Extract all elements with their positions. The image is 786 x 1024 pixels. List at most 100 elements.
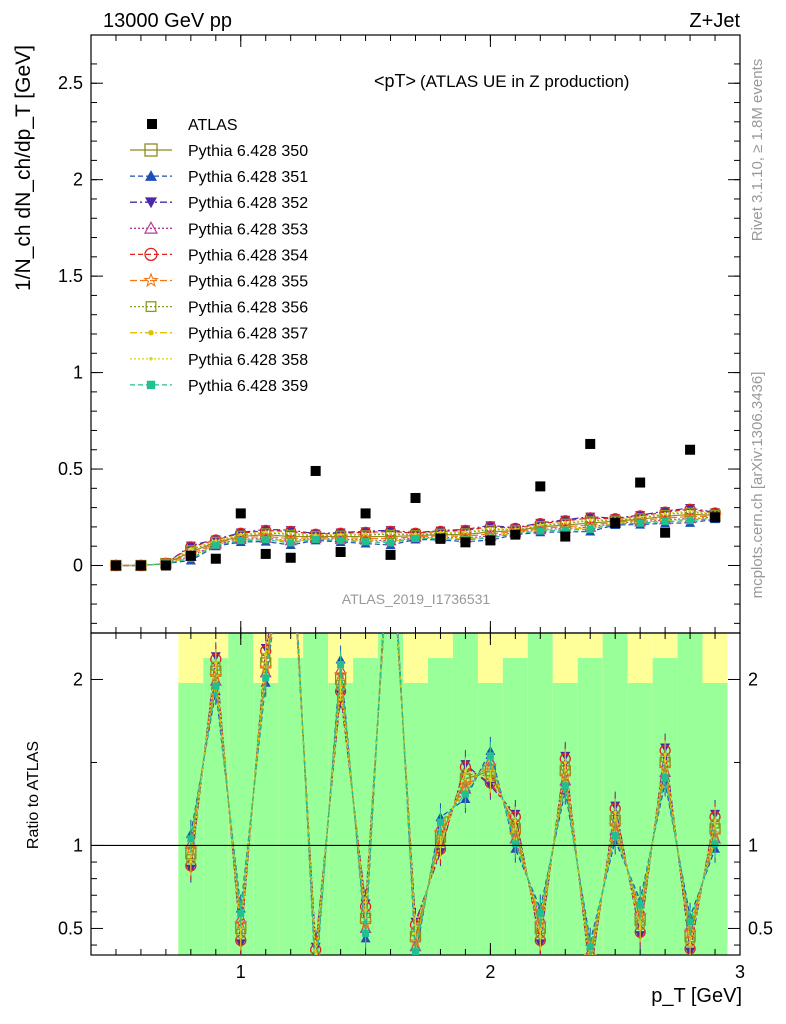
- marker-square-filled: [362, 538, 370, 546]
- data-point: [410, 492, 421, 503]
- ratio-series: [187, 633, 719, 955]
- header-left: 13000 GeV pp: [103, 10, 232, 32]
- header-right: Z+Jet: [689, 10, 740, 32]
- data-point: [185, 550, 196, 561]
- marker-circle-open: [285, 525, 297, 538]
- marker-triangle-up: [386, 489, 396, 498]
- marker-dot: [313, 971, 318, 976]
- marker-square-filled: [412, 534, 419, 542]
- marker-dot-small: [364, 532, 368, 536]
- marker-dot-small: [563, 761, 567, 765]
- analysis-label: ATLAS_2019_I1736531: [342, 591, 491, 607]
- marker-square-open-small: [287, 514, 295, 522]
- legend-label: Pythia 6.428 356: [188, 300, 308, 317]
- marker-square-open-small: [286, 529, 296, 540]
- marker-dot-small: [339, 532, 343, 536]
- marker-square-filled: [337, 661, 345, 669]
- marker-dot-small: [513, 819, 517, 823]
- marker-dot-small: [389, 520, 392, 523]
- band-inner: [203, 658, 229, 955]
- marker-dot-small: [663, 752, 667, 756]
- marker-square-filled: [636, 901, 644, 909]
- main-axes: 0 0.5 1 1.5 2 2.5: [58, 35, 741, 633]
- data-point: [435, 533, 446, 544]
- x-tick-label: 2: [485, 962, 495, 982]
- marker-dot: [288, 499, 293, 504]
- marker-circle-open: [459, 524, 472, 537]
- marker-circle-open: [359, 526, 372, 539]
- atlas-data-points: [110, 438, 721, 571]
- band-inner: [378, 633, 404, 955]
- marker-square-filled: [387, 539, 395, 547]
- marker-square-open: [585, 957, 595, 967]
- marker-dot-small: [638, 926, 642, 930]
- marker-circle-open: [585, 969, 595, 979]
- marker-square-filled: [511, 840, 519, 848]
- marker-circle-open: [260, 524, 272, 537]
- marker-dot-small: [264, 530, 268, 534]
- data-point: [460, 537, 471, 548]
- marker-star-open: [285, 503, 295, 513]
- band-inner: [278, 658, 304, 955]
- marker-square-filled: [146, 380, 156, 390]
- ratio-y-tick-label: 0.5: [58, 918, 83, 938]
- marker-dot-small: [663, 512, 667, 516]
- plot-title: <pT>: [374, 71, 416, 91]
- data-point: [535, 481, 546, 492]
- y-tick-label: 2.5: [58, 73, 83, 93]
- marker-dot-small: [613, 811, 617, 815]
- legend-label: Pythia 6.428 353: [188, 221, 308, 238]
- marker-triangle-up: [311, 977, 321, 986]
- data-point: [135, 560, 146, 571]
- marker-square-filled: [212, 541, 220, 549]
- ratio-y-tick-label-right: 1: [748, 835, 758, 855]
- mcplots-label: mcplots.cern.ch [arXiv:1306.3436]: [749, 372, 766, 599]
- marker-dot-small: [588, 518, 592, 522]
- marker-square-filled: [262, 536, 270, 544]
- marker-triangle-up: [286, 489, 296, 498]
- ratio-y-tick-label-right: 2: [748, 669, 758, 689]
- marker-square-filled: [187, 835, 195, 843]
- marker-dot-small: [638, 515, 642, 519]
- marker-square-filled: [711, 840, 719, 848]
- y-tick-label: 0: [73, 555, 83, 575]
- marker-dot-small: [463, 530, 467, 534]
- data-point: [335, 546, 346, 557]
- marker-dot: [388, 499, 393, 504]
- marker-square-filled: [586, 525, 594, 533]
- data-point: [560, 531, 571, 542]
- uncertainty-bands: [178, 633, 728, 955]
- marker-dot-small: [563, 520, 567, 524]
- data-point: [110, 560, 121, 571]
- marker-dot-small: [538, 523, 542, 527]
- marker-dot-small: [488, 526, 492, 530]
- legend-label: Pythia 6.428 357: [188, 326, 308, 343]
- marker-dot-small: [189, 860, 193, 864]
- band-inner: [328, 683, 354, 955]
- data-point: [485, 535, 496, 546]
- marker-dot-small: [214, 661, 218, 665]
- data-point: [710, 512, 721, 523]
- marker-circle-open: [484, 520, 497, 533]
- data-point: [310, 465, 321, 476]
- x-tick-label: 3: [735, 962, 745, 982]
- marker-star-open: [385, 503, 395, 513]
- data-point: [210, 553, 221, 564]
- data-point: [360, 508, 371, 519]
- marker-dot-small: [149, 357, 153, 361]
- marker-dot-small: [314, 533, 318, 537]
- marker-square-filled: [536, 910, 544, 918]
- marker-dot-small: [239, 532, 243, 536]
- marker-square-filled: [636, 519, 644, 527]
- y-tick-label: 1: [73, 363, 83, 383]
- marker-triangle-up: [145, 170, 157, 181]
- data-point: [610, 518, 621, 529]
- marker-square-filled: [686, 517, 694, 525]
- marker-dot-small: [589, 968, 592, 971]
- band-inner: [253, 683, 279, 955]
- marker-triangle-open: [143, 221, 159, 234]
- ratio-axes: 1 2 3 0.5 0.5 1 1 2 2: [58, 633, 773, 982]
- marker-square-filled: [586, 943, 594, 951]
- marker-square-filled: [212, 682, 220, 690]
